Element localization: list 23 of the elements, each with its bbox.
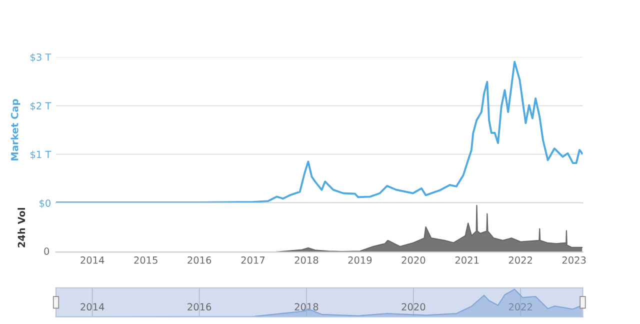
x-tick-label: 2018 [294, 303, 318, 311]
x-tick-label: 2021 [455, 256, 479, 264]
x-tick-label: 2022 [508, 303, 532, 311]
x-tick-label: 2018 [294, 256, 318, 264]
x-tick-label: 2020 [402, 303, 426, 311]
x-tick-label: 2022 [508, 256, 532, 264]
y-tick-label: $2 T [30, 102, 52, 111]
y-axis-title: 24h Vol [18, 208, 26, 248]
y-tick-label: $1 T [30, 150, 52, 160]
x-tick-label: 2016 [188, 303, 212, 311]
y-tick-label: $0 [40, 199, 50, 208]
x-tick-label: 2019 [348, 256, 372, 264]
x-tick-label: 2014 [80, 303, 104, 311]
x-tick-label: 2023 [562, 256, 586, 264]
y-tick-label: $3 T [30, 53, 52, 62]
line-series [56, 60, 583, 203]
x-tick-label: 2015 [134, 256, 158, 264]
y-axis-title: Market Cap [10, 99, 20, 160]
x-tick-label: 2016 [188, 256, 212, 264]
text: 0 [44, 248, 50, 255]
x-tick-label: 2020 [402, 256, 426, 264]
x-tick-label: 2014 [80, 256, 104, 264]
x-tick-label: 2017 [241, 256, 265, 264]
